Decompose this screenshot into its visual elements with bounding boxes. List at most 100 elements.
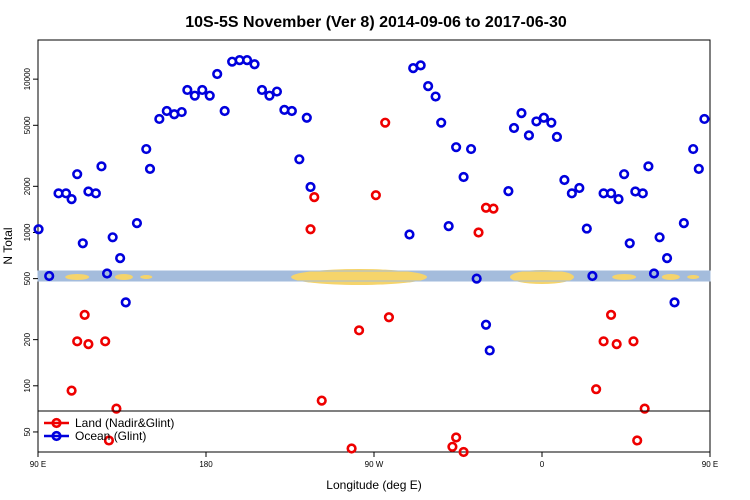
data-point: [101, 268, 113, 279]
data-point: [447, 441, 458, 452]
data-point: [611, 339, 622, 350]
data-point: [77, 238, 88, 249]
x-axis-label: Longitude (deg E): [326, 478, 421, 492]
band-outline: [37, 270, 711, 282]
data-point: [484, 345, 495, 356]
data-point: [581, 223, 592, 234]
data-point: [309, 192, 320, 203]
data-points: [33, 55, 710, 458]
data-point: [538, 112, 549, 123]
x-tick-label: 90 W: [365, 460, 384, 469]
data-point: [458, 171, 469, 183]
data-point: [241, 55, 253, 66]
band-land: [687, 275, 700, 280]
data-point: [33, 224, 44, 235]
data-point: [353, 325, 365, 336]
data-point: [436, 117, 447, 128]
data-point: [204, 90, 215, 101]
data-point: [648, 268, 660, 279]
band-land: [140, 275, 153, 280]
x-tick-label: 0: [540, 460, 545, 469]
data-point: [189, 90, 200, 101]
data-point: [404, 229, 415, 240]
data-point: [605, 309, 617, 320]
data-point: [605, 188, 617, 199]
band-land: [65, 274, 90, 281]
data-point: [144, 163, 156, 174]
legend-label: Land (Nadir&Glint): [75, 416, 174, 430]
legend-marker: [51, 417, 62, 429]
x-axis: 90 E 180 90 W 0 90 E: [30, 452, 718, 469]
data-point: [60, 188, 72, 199]
data-point: [90, 188, 101, 199]
data-point: [115, 253, 126, 264]
data-point: [598, 336, 609, 347]
data-point: [451, 142, 462, 153]
data-point: [430, 91, 441, 102]
data-point: [305, 181, 316, 193]
data-point: [256, 84, 268, 96]
data-point: [271, 86, 283, 97]
plot-area: [37, 39, 711, 453]
data-point: [219, 105, 230, 117]
data-point: [488, 203, 499, 214]
data-point: [96, 161, 107, 172]
data-point: [176, 106, 187, 118]
data-point: [141, 143, 152, 155]
data-point: [669, 297, 680, 308]
data-point: [471, 273, 482, 284]
y-tick-label: 10000: [23, 67, 32, 90]
world-map-band: [37, 269, 711, 286]
data-point: [66, 194, 77, 205]
data-point: [559, 174, 570, 186]
y-axis: 50 100 200 500 1000 2000 5000 10000: [23, 67, 38, 436]
data-point: [249, 59, 260, 70]
band-land: [510, 270, 574, 285]
legend: Land (Nadir&Glint)Ocean (Glint): [44, 416, 174, 443]
data-point: [546, 117, 557, 128]
data-point: [72, 336, 83, 347]
y-tick-label: 500: [23, 271, 32, 285]
data-point: [613, 194, 624, 205]
data-point: [212, 68, 223, 80]
data-point: [182, 84, 193, 96]
data-point: [83, 339, 94, 350]
data-point: [264, 90, 275, 101]
x-tick-label: 90 E: [30, 460, 46, 469]
data-point: [294, 154, 305, 165]
data-point: [473, 227, 484, 238]
data-point: [619, 169, 630, 180]
data-point: [111, 403, 122, 414]
data-point: [79, 309, 90, 320]
plot-border: [37, 39, 711, 453]
data-point: [688, 143, 699, 155]
data-point: [591, 384, 602, 395]
data-point: [103, 435, 115, 446]
y-tick-label: 2000: [23, 177, 32, 195]
data-point: [301, 112, 312, 123]
y-tick-label: 5000: [23, 116, 32, 134]
data-point: [72, 169, 83, 180]
band-land: [661, 274, 680, 281]
data-point: [383, 312, 395, 323]
data-point: [503, 186, 514, 197]
data-point: [443, 221, 454, 232]
y-tick-label: 200: [23, 332, 32, 346]
data-point: [44, 270, 55, 282]
data-point: [661, 253, 673, 264]
y-tick-label: 1000: [23, 223, 32, 241]
data-point: [370, 190, 381, 201]
data-point: [587, 270, 598, 282]
legend-label: Ocean (Glint): [75, 429, 146, 443]
data-point: [286, 105, 297, 117]
band-land: [114, 274, 133, 281]
y-tick-label: 100: [23, 379, 32, 393]
data-point: [516, 108, 527, 119]
y-axis-label: N Total: [1, 227, 15, 264]
data-point: [120, 297, 131, 308]
data-point: [699, 113, 710, 125]
legend-marker: [51, 430, 62, 442]
data-point: [100, 336, 111, 347]
data-point: [566, 188, 577, 199]
